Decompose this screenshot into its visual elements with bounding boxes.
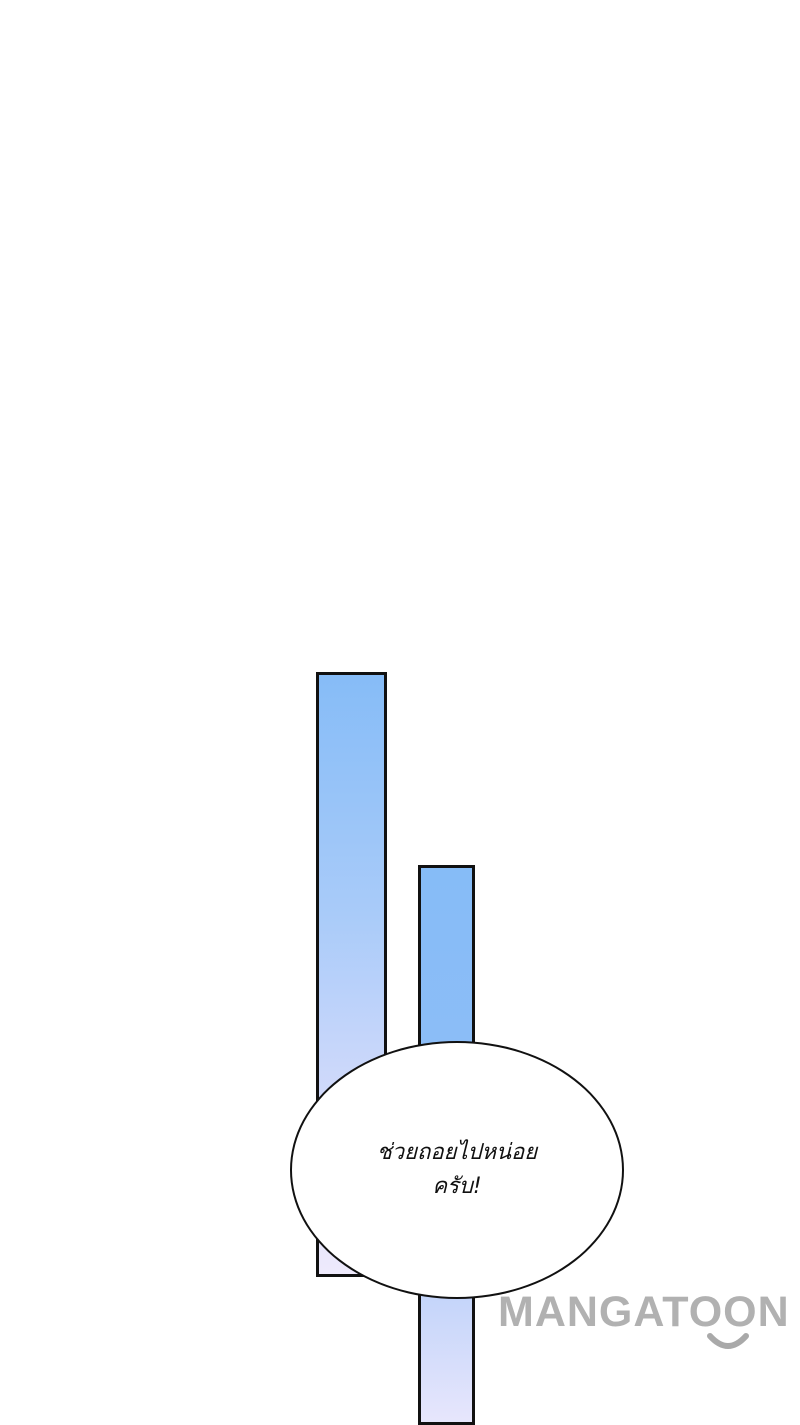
mangatoon-watermark: MANGATOON [498, 1288, 800, 1356]
speech-bubble: ช่วยถอยไปหน่อย ครับ! [290, 1041, 624, 1299]
smile-icon [707, 1333, 749, 1349]
speech-bubble-text: ช่วยถอยไปหน่อย ครับ! [376, 1140, 538, 1199]
watermark-logo-text: MANGATOON [498, 1288, 790, 1336]
